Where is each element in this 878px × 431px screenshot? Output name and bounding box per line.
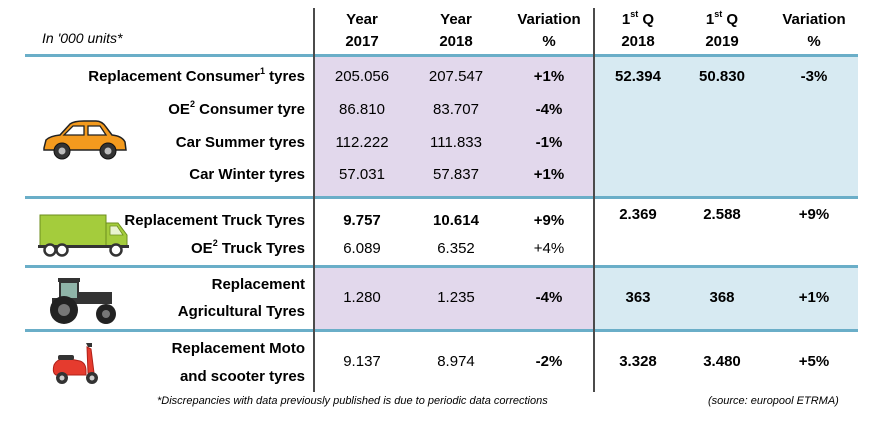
row-label-replacement-truck: Replacement Truck Tyres (124, 212, 305, 229)
cell-r8-q2018: 3.328 (619, 353, 657, 370)
row-label-agri-2: Agricultural Tyres (177, 303, 305, 320)
cell-r8-qvar: +5% (798, 353, 830, 370)
cell-r2-2017: 86.810 (339, 101, 385, 118)
footnote: *Discrepancies with data previously publ… (157, 395, 548, 407)
cell-r2-var: -4% (535, 101, 563, 118)
cell-r5-q2018: 2.369 (619, 206, 657, 223)
cell-r5-2017: 9.757 (343, 212, 381, 229)
header-q1-2019: 1st Q 2019 (705, 9, 739, 51)
agri-shading (315, 268, 593, 329)
cell-r1-2018: 207.547 (428, 68, 484, 85)
cell-r4-2017: 57.031 (339, 166, 385, 183)
consumer-q-shading (595, 57, 858, 196)
cell-r1-q2018: 52.394 (615, 68, 661, 85)
vline-left (313, 8, 315, 392)
car-icon (43, 120, 127, 160)
separator-consumer (25, 196, 858, 199)
cell-r5-var: +9% (533, 212, 565, 229)
separator-header (25, 54, 858, 57)
cell-r1-2017: 205.056 (334, 68, 390, 85)
header-variation-year: Variation% (517, 11, 581, 50)
vline-mid (593, 8, 595, 392)
agri-q-shading (595, 268, 858, 329)
cell-r7-q2019: 368 (709, 289, 735, 306)
row-label-agri-1: Replacement (211, 276, 305, 293)
cell-r8-2017: 9.137 (343, 353, 381, 370)
cell-r3-2017: 112.222 (335, 134, 389, 151)
header-q1-2018: 1st Q 2018 (621, 9, 655, 51)
row-label-moto-2: and scooter tyres (179, 368, 305, 385)
separator-agri (25, 329, 858, 332)
cell-r6-2017: 6.089 (343, 240, 381, 257)
row-label-car-summer: Car Summer tyres (175, 134, 305, 151)
cell-r6-var: +4% (533, 240, 565, 257)
cell-r1-var: +1% (533, 68, 565, 85)
source-note: (source: europool ETRMA) (708, 395, 839, 407)
cell-r7-qvar: +1% (798, 289, 830, 306)
cell-r5-q2019: 2.588 (703, 206, 741, 223)
cell-r5-qvar: +9% (798, 206, 830, 223)
cell-r1-qvar: -3% (800, 68, 828, 85)
cell-r7-q2018: 363 (625, 289, 651, 306)
cell-r4-var: +1% (533, 166, 565, 183)
cell-r7-var: -4% (535, 289, 563, 306)
header-variation-q: Variation% (782, 11, 846, 50)
units-label: In '000 units* (42, 30, 123, 46)
cell-r8-q2019: 3.480 (703, 353, 741, 370)
cell-r3-2018: 111.833 (430, 134, 482, 151)
cell-r4-2018: 57.837 (433, 166, 479, 183)
cell-r3-var: -1% (535, 134, 563, 151)
header-year-2018: Year 2018 (439, 11, 473, 50)
truck-icon (38, 214, 129, 257)
cell-r7-2018: 1.235 (437, 289, 475, 306)
cell-r1-q2019: 50.830 (699, 68, 745, 85)
cell-r8-2018: 8.974 (437, 353, 475, 370)
row-label-oe-consumer: OE2 Consumer tyre (168, 99, 305, 119)
row-label-car-winter: Car Winter tyres (189, 166, 305, 183)
cell-r7-2017: 1.280 (343, 289, 381, 306)
cell-r2-2018: 83.707 (433, 101, 479, 118)
row-label-moto-1: Replacement Moto (171, 340, 305, 357)
separator-truck (25, 265, 858, 268)
consumer-shading (315, 57, 593, 196)
cell-r5-2018: 10.614 (433, 212, 479, 229)
row-label-oe-truck: OE2 Truck Tyres (191, 238, 305, 258)
header-year-2017: Year 2017 (345, 11, 379, 50)
scooter-icon (52, 343, 98, 384)
cell-r8-var: -2% (535, 353, 563, 370)
cell-r6-2018: 6.352 (437, 240, 475, 257)
row-label-replacement-consumer: Replacement Consumer1 tyres (88, 66, 305, 86)
tractor-icon (50, 278, 116, 324)
